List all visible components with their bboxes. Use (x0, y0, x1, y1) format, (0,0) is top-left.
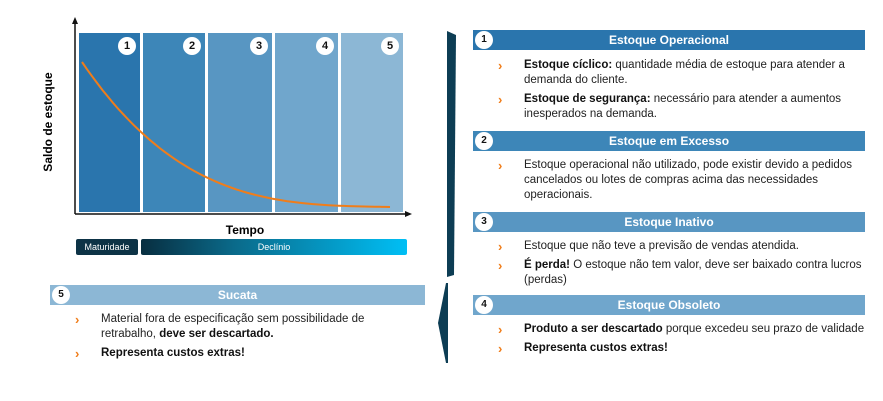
chevron-right-icon: › (75, 346, 80, 361)
section-title: Estoque em Excesso (608, 134, 730, 148)
bullet-item: › Representa custos extras! (498, 341, 868, 356)
section-title: Estoque Operacional (608, 33, 730, 47)
chevron-right-icon: › (498, 239, 503, 254)
bold-text: Representa custos extras! (524, 342, 668, 354)
text: O estoque não tem valor, deve ser baixad… (524, 259, 862, 286)
bullet-item: › Estoque de segurança: necessário para a… (498, 92, 868, 122)
text: necessário para atender a aumentos inesp… (524, 93, 842, 120)
text: Material fora de especificação sem possi… (101, 313, 365, 340)
bullet-item: › Material fora de especificação sem poss… (75, 312, 415, 342)
section-bullets-2: › Estoque operacional não utilizado, pode… (498, 158, 868, 207)
section-number-badge: 2 (475, 132, 493, 150)
axes (72, 17, 412, 217)
chevron-right-icon: › (498, 322, 503, 337)
left-bracket (438, 283, 448, 363)
phase-column-4: 4 (275, 33, 338, 212)
inventory-balance-curve (81, 61, 391, 208)
text: porque excedeu seu prazo de validade (662, 323, 865, 335)
bullet-item: › Representa custos extras! (75, 346, 415, 361)
bullet-item: › Estoque operacional não utilizado, pode… (498, 158, 868, 203)
section-header-5: 5 Sucata (50, 285, 425, 305)
phase-number-badge: 1 (118, 37, 136, 55)
section-header-3: 3 Estoque Inativo (473, 212, 865, 232)
right-bracket (447, 31, 456, 277)
text: Estoque operacional não utilizado, pode … (524, 159, 852, 201)
section-bullets-5: › Material fora de especificação sem poss… (75, 312, 415, 365)
phase-decline: Declínio (141, 239, 407, 255)
phase-number-badge: 4 (316, 37, 334, 55)
phase-maturity: Maturidade (76, 239, 138, 255)
bullet-item: › É perda! O estoque não tem valor, deve … (498, 258, 868, 288)
section-number-badge: 3 (475, 213, 493, 231)
section-title: Sucata (217, 288, 258, 302)
text: Estoque que não teve a previsão de venda… (524, 240, 799, 252)
brackets (438, 31, 456, 363)
phase-column-5: 5 (341, 33, 403, 212)
chevron-right-icon: › (498, 258, 503, 273)
bold-text: deve ser descartado. (159, 328, 274, 340)
phase-number-badge: 2 (183, 37, 201, 55)
phase-column-3: 3 (208, 33, 272, 212)
chevron-right-icon: › (75, 312, 80, 327)
x-axis-label: Tempo (225, 223, 265, 237)
chevron-right-icon: › (498, 158, 503, 173)
section-bullets-4: › Produto a ser descartado porque excedeu… (498, 322, 868, 360)
bold-text: É perda! (524, 259, 571, 271)
phase-column-2: 2 (143, 33, 205, 212)
section-bullets-3: › Estoque que não teve a previsão de vend… (498, 239, 868, 292)
y-axis-arrow (72, 17, 78, 24)
chevron-right-icon: › (498, 92, 503, 107)
section-title: Estoque Inativo (624, 215, 714, 229)
bold-text: Estoque de segurança: (524, 93, 651, 105)
section-title: Estoque Obsoleto (617, 298, 721, 312)
bold-text: Produto a ser descartado (524, 323, 663, 335)
text: quantidade média de estoque para atender… (524, 59, 845, 86)
chevron-right-icon: › (498, 341, 503, 356)
bullet-item: › Estoque cíclico: quantidade média de es… (498, 58, 868, 88)
x-axis-arrow (405, 211, 412, 217)
phase-number-badge: 5 (381, 37, 399, 55)
chevron-right-icon: › (498, 58, 503, 73)
section-number-badge: 5 (52, 286, 70, 304)
section-bullets-1: › Estoque cíclico: quantidade média de es… (498, 58, 868, 126)
bold-text: Representa custos extras! (101, 347, 245, 359)
section-header-2: 2 Estoque em Excesso (473, 131, 865, 151)
bullet-item: › Produto a ser descartado porque excedeu… (498, 322, 868, 337)
section-header-4: 4 Estoque Obsoleto (473, 295, 865, 315)
section-number-badge: 1 (475, 31, 493, 49)
bold-text: Estoque cíclico: (524, 59, 613, 71)
bullet-item: › Estoque que não teve a previsão de vend… (498, 239, 868, 254)
section-number-badge: 4 (475, 296, 493, 314)
section-header-1: 1 Estoque Operacional (473, 30, 865, 50)
phase-number-badge: 3 (250, 37, 268, 55)
